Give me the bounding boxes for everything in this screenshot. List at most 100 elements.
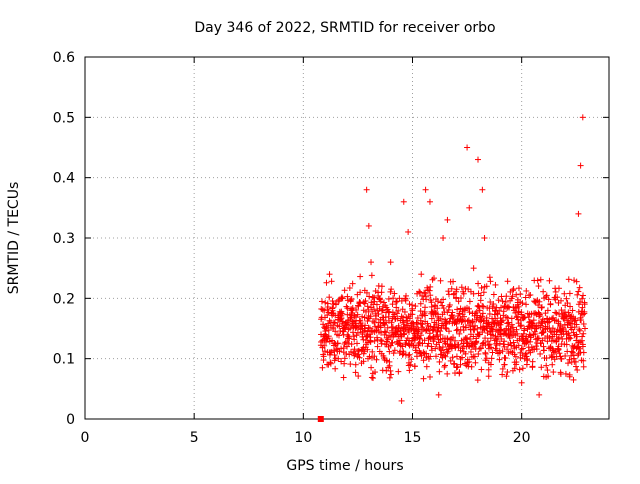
data-point [490,301,497,308]
data-point [543,355,550,362]
data-point [566,371,573,378]
data-point [496,347,503,354]
data-point [581,301,588,308]
data-point [456,369,463,376]
data-point [544,367,551,374]
data-point [326,271,333,278]
data-point [558,355,565,362]
data-point [510,339,517,346]
data-point [581,325,588,332]
data-point [416,347,423,354]
data-point [355,303,362,310]
data-point [513,291,520,298]
data-point [341,287,348,294]
data-point [579,343,586,350]
x-tick-label: 15 [404,430,422,446]
data-point [428,315,435,322]
data-point [555,346,562,353]
data-point [580,330,587,337]
data-point [453,364,460,371]
data-point [425,340,432,347]
data-point [580,363,587,370]
baseline-marker [317,416,324,422]
data-point [495,297,502,304]
data-point [580,349,587,356]
data-point [529,364,536,371]
data-point [502,355,509,362]
data-point [538,304,545,311]
data-point [338,345,345,352]
data-point [348,296,355,303]
data-point [368,259,375,266]
data-point [464,144,471,151]
data-point [406,301,413,308]
data-point [372,315,379,322]
data-point [569,349,576,356]
data-point [519,365,526,372]
data-point [370,375,377,382]
data-point [328,278,335,285]
data-point [427,353,434,360]
data-point [321,348,328,355]
data-point [517,323,524,330]
grid-lines [85,57,609,419]
data-point [434,298,441,305]
data-point [537,312,544,319]
data-point [540,288,547,295]
data-point [515,285,522,292]
data-point [520,330,527,337]
data-point [453,286,460,293]
data-point [509,324,516,331]
data-point [485,373,492,380]
data-point [437,277,444,284]
data-point [409,311,416,318]
data-point [326,294,333,301]
data-point [492,333,499,340]
data-point [511,365,518,372]
data-point [442,362,449,369]
data-point [411,363,418,370]
data-point [572,315,579,322]
data-point [368,272,375,279]
data-point [475,156,481,163]
data-point [509,293,516,300]
data-point [363,289,370,296]
data-point [489,349,496,356]
data-point [378,338,385,345]
data-point [335,332,342,339]
data-point [567,303,574,310]
data-point [377,324,384,331]
data-point [438,299,445,306]
data-point [518,379,525,386]
data-point [400,321,407,328]
data-point [417,332,424,339]
data-point [575,344,582,351]
data-point [432,345,439,352]
data-point [427,292,434,299]
data-point [436,368,443,375]
data-point [513,359,520,366]
data-point [498,326,505,333]
data-point [406,328,413,335]
data-point [575,288,582,295]
data-point [470,265,477,272]
data-point [462,350,469,357]
data-point [462,324,469,331]
data-point [581,308,588,315]
data-point [467,335,474,342]
data-point [519,300,526,307]
data-point [527,291,534,298]
data-point [523,301,530,308]
data-point [573,278,580,285]
data-point [485,321,492,328]
data-point [369,348,376,355]
data-point [353,340,360,347]
data-point [579,304,586,311]
data-point [573,321,580,328]
data-point [356,354,363,361]
data-point [540,347,547,354]
data-point [492,281,499,288]
data-point [395,368,402,375]
data-point [324,303,331,310]
data-point [482,349,489,356]
